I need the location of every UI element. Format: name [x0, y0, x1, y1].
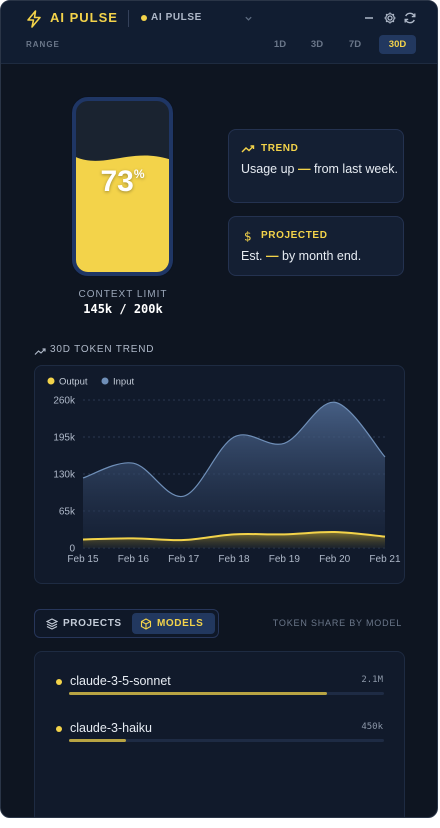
model-value: 2.1M [361, 675, 383, 685]
legend-label: Input [113, 377, 134, 388]
x-tick-label: Feb 19 [269, 554, 301, 565]
range-7d-button[interactable]: 7D [348, 39, 362, 50]
cube-icon [140, 618, 152, 630]
refresh-icon[interactable] [403, 11, 417, 25]
projected-card-title: PROJECTED [261, 230, 328, 241]
trend-up-icon [34, 348, 46, 355]
model-name: claude-3-haiku [70, 721, 152, 735]
list-item[interactable]: claude-3-haiku 450k [35, 718, 404, 758]
context-limit-value: 145k / 200k [83, 302, 163, 316]
tab-projects-label: PROJECTS [63, 618, 122, 629]
lightning-icon [27, 10, 41, 28]
context-gauge-fill [76, 155, 169, 272]
minimize-icon[interactable] [362, 11, 376, 25]
provider-select[interactable]: AI PULSE [151, 12, 202, 23]
legend-swatch [101, 377, 109, 385]
list-item[interactable]: claude-3-5-sonnet 2.1M [35, 671, 404, 711]
model-dot [56, 726, 62, 732]
model-share-bar [69, 739, 384, 742]
projected-card-text: Est. — by month end. [241, 249, 362, 263]
y-tick-label: 0 [69, 544, 75, 555]
header: AI PULSE AI PULSE RANGE 1D 3D 7D 30D [1, 1, 437, 64]
output-area [83, 532, 385, 548]
input-area [83, 402, 385, 548]
token-trend-chart: 260k 195k 130k 65k 0 Feb 15 Feb 16 Feb 17 Feb 18… [34, 365, 405, 584]
x-tick-label: Feb 20 [319, 554, 351, 565]
y-tick-label: 260k [53, 396, 76, 407]
y-tick-label: 130k [53, 470, 76, 481]
range-label: RANGE [26, 40, 60, 49]
svg-text:$: $ [244, 230, 252, 243]
tab-projects[interactable]: PROJECTS [38, 613, 124, 634]
tab-models-label: MODELS [157, 618, 204, 629]
app-title: AI PULSE [50, 10, 118, 25]
model-name: claude-3-5-sonnet [70, 674, 171, 688]
divider [128, 10, 129, 27]
chevron-down-icon[interactable] [244, 14, 253, 23]
gear-icon[interactable] [383, 11, 397, 25]
legend-label: Output [59, 377, 88, 388]
layers-icon [46, 618, 58, 630]
x-tick-label: Feb 17 [168, 554, 200, 565]
trend-card: TREND Usage up — from last week. [228, 129, 404, 203]
context-limit-label: CONTEXT LIMIT [78, 289, 168, 300]
dollar-icon: $ [244, 230, 252, 243]
context-percent: 73% [100, 165, 145, 198]
range-30d-button[interactable]: 30D [379, 35, 416, 54]
range-3d-button[interactable]: 3D [310, 39, 324, 50]
model-dot [56, 679, 62, 685]
x-tick-label: Feb 15 [67, 554, 99, 565]
y-tick-label: 65k [59, 507, 76, 518]
y-tick-label: 195k [53, 433, 76, 444]
token-trend-title: 30D TOKEN TREND [50, 344, 155, 355]
provider-status-dot [141, 15, 147, 21]
model-share-bar [69, 692, 384, 695]
tab-models[interactable]: MODELS [132, 613, 215, 634]
x-tick-label: Feb 16 [118, 554, 150, 565]
range-1d-button[interactable]: 1D [273, 39, 287, 50]
view-tabs: PROJECTS MODELS [34, 609, 219, 638]
model-share-fill [69, 739, 126, 742]
x-tick-label: Feb 18 [218, 554, 250, 565]
model-share-fill [69, 692, 328, 695]
models-panel: claude-3-5-sonnet 2.1M claude-3-haiku 45… [34, 651, 405, 817]
model-value: 450k [361, 722, 383, 732]
token-share-label: TOKEN SHARE BY MODEL [272, 618, 402, 628]
trend-card-title: TREND [261, 143, 299, 154]
legend-swatch [47, 377, 55, 385]
x-tick-label: Feb 21 [369, 554, 401, 565]
trend-up-icon [241, 145, 255, 153]
projected-card: $ PROJECTED Est. — by month end. [228, 216, 404, 276]
context-gauge: 73% [72, 97, 173, 276]
trend-card-text: Usage up — from last week. [241, 162, 399, 176]
